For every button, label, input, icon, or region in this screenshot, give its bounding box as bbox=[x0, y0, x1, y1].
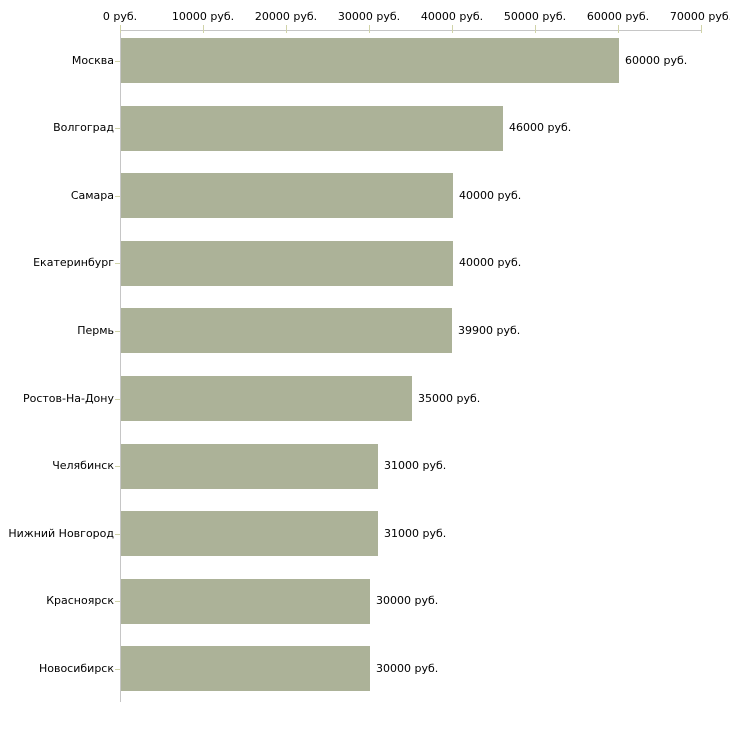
x-tick-mark bbox=[618, 25, 619, 33]
x-tick-mark bbox=[286, 25, 287, 33]
x-tick-label: 70000 руб. bbox=[669, 10, 730, 23]
y-tick-mark bbox=[115, 669, 120, 670]
category-label: Екатеринбург bbox=[33, 256, 114, 270]
y-tick-mark bbox=[115, 399, 120, 400]
x-tick-label: 10000 руб. bbox=[171, 10, 235, 23]
y-tick-mark bbox=[115, 601, 120, 602]
category-label: Нижний Новгород bbox=[8, 526, 114, 540]
value-label: 46000 руб. bbox=[509, 121, 572, 135]
y-axis-line bbox=[120, 30, 121, 702]
value-label: 40000 руб. bbox=[459, 256, 522, 270]
value-label: 35000 руб. bbox=[418, 391, 481, 405]
category-label: Волгоград bbox=[53, 121, 114, 135]
bar bbox=[121, 38, 619, 83]
x-tick-mark bbox=[535, 25, 536, 33]
y-tick-mark bbox=[115, 534, 120, 535]
value-label: 60000 руб. bbox=[625, 53, 688, 67]
category-label: Челябинск bbox=[52, 459, 114, 473]
x-tick-label: 50000 руб. bbox=[503, 10, 567, 23]
y-tick-mark bbox=[115, 466, 120, 467]
x-tick-mark bbox=[120, 25, 121, 33]
y-tick-mark bbox=[115, 196, 120, 197]
value-label: 30000 руб. bbox=[376, 661, 439, 675]
y-tick-mark bbox=[115, 61, 120, 62]
value-label: 40000 руб. bbox=[459, 188, 522, 202]
bar bbox=[121, 443, 378, 489]
x-tick-label: 0 руб. bbox=[102, 10, 138, 23]
x-tick-label: 20000 руб. bbox=[254, 10, 318, 23]
x-tick-mark bbox=[701, 25, 702, 33]
bar bbox=[121, 308, 452, 354]
bar bbox=[121, 578, 370, 624]
category-label: Москва bbox=[71, 53, 114, 67]
x-tick-mark bbox=[203, 25, 204, 33]
value-label: 39900 руб. bbox=[458, 323, 521, 337]
y-tick-mark bbox=[115, 128, 120, 129]
bar bbox=[121, 511, 378, 557]
category-label: Красноярск bbox=[46, 594, 114, 608]
value-label: 30000 руб. bbox=[376, 594, 439, 608]
category-label: Пермь bbox=[77, 323, 114, 337]
x-tick-mark bbox=[452, 25, 453, 33]
x-tick-label: 60000 руб. bbox=[586, 10, 650, 23]
category-label: Новосибирск bbox=[38, 661, 114, 675]
x-tick-label: 30000 руб. bbox=[337, 10, 401, 23]
x-axis-line bbox=[120, 30, 702, 31]
bar bbox=[121, 173, 453, 219]
category-label: Самара bbox=[70, 188, 114, 202]
category-label: Ростов-На-Дону bbox=[22, 391, 114, 405]
y-tick-mark bbox=[115, 331, 120, 332]
bar bbox=[121, 376, 412, 421]
x-tick-mark bbox=[369, 25, 370, 33]
bar bbox=[121, 646, 370, 692]
y-tick-mark bbox=[115, 263, 120, 264]
x-tick-label: 40000 руб. bbox=[420, 10, 484, 23]
bar bbox=[121, 240, 453, 286]
value-label: 31000 руб. bbox=[384, 459, 447, 473]
value-label: 31000 руб. bbox=[384, 526, 447, 540]
bar bbox=[121, 105, 503, 151]
